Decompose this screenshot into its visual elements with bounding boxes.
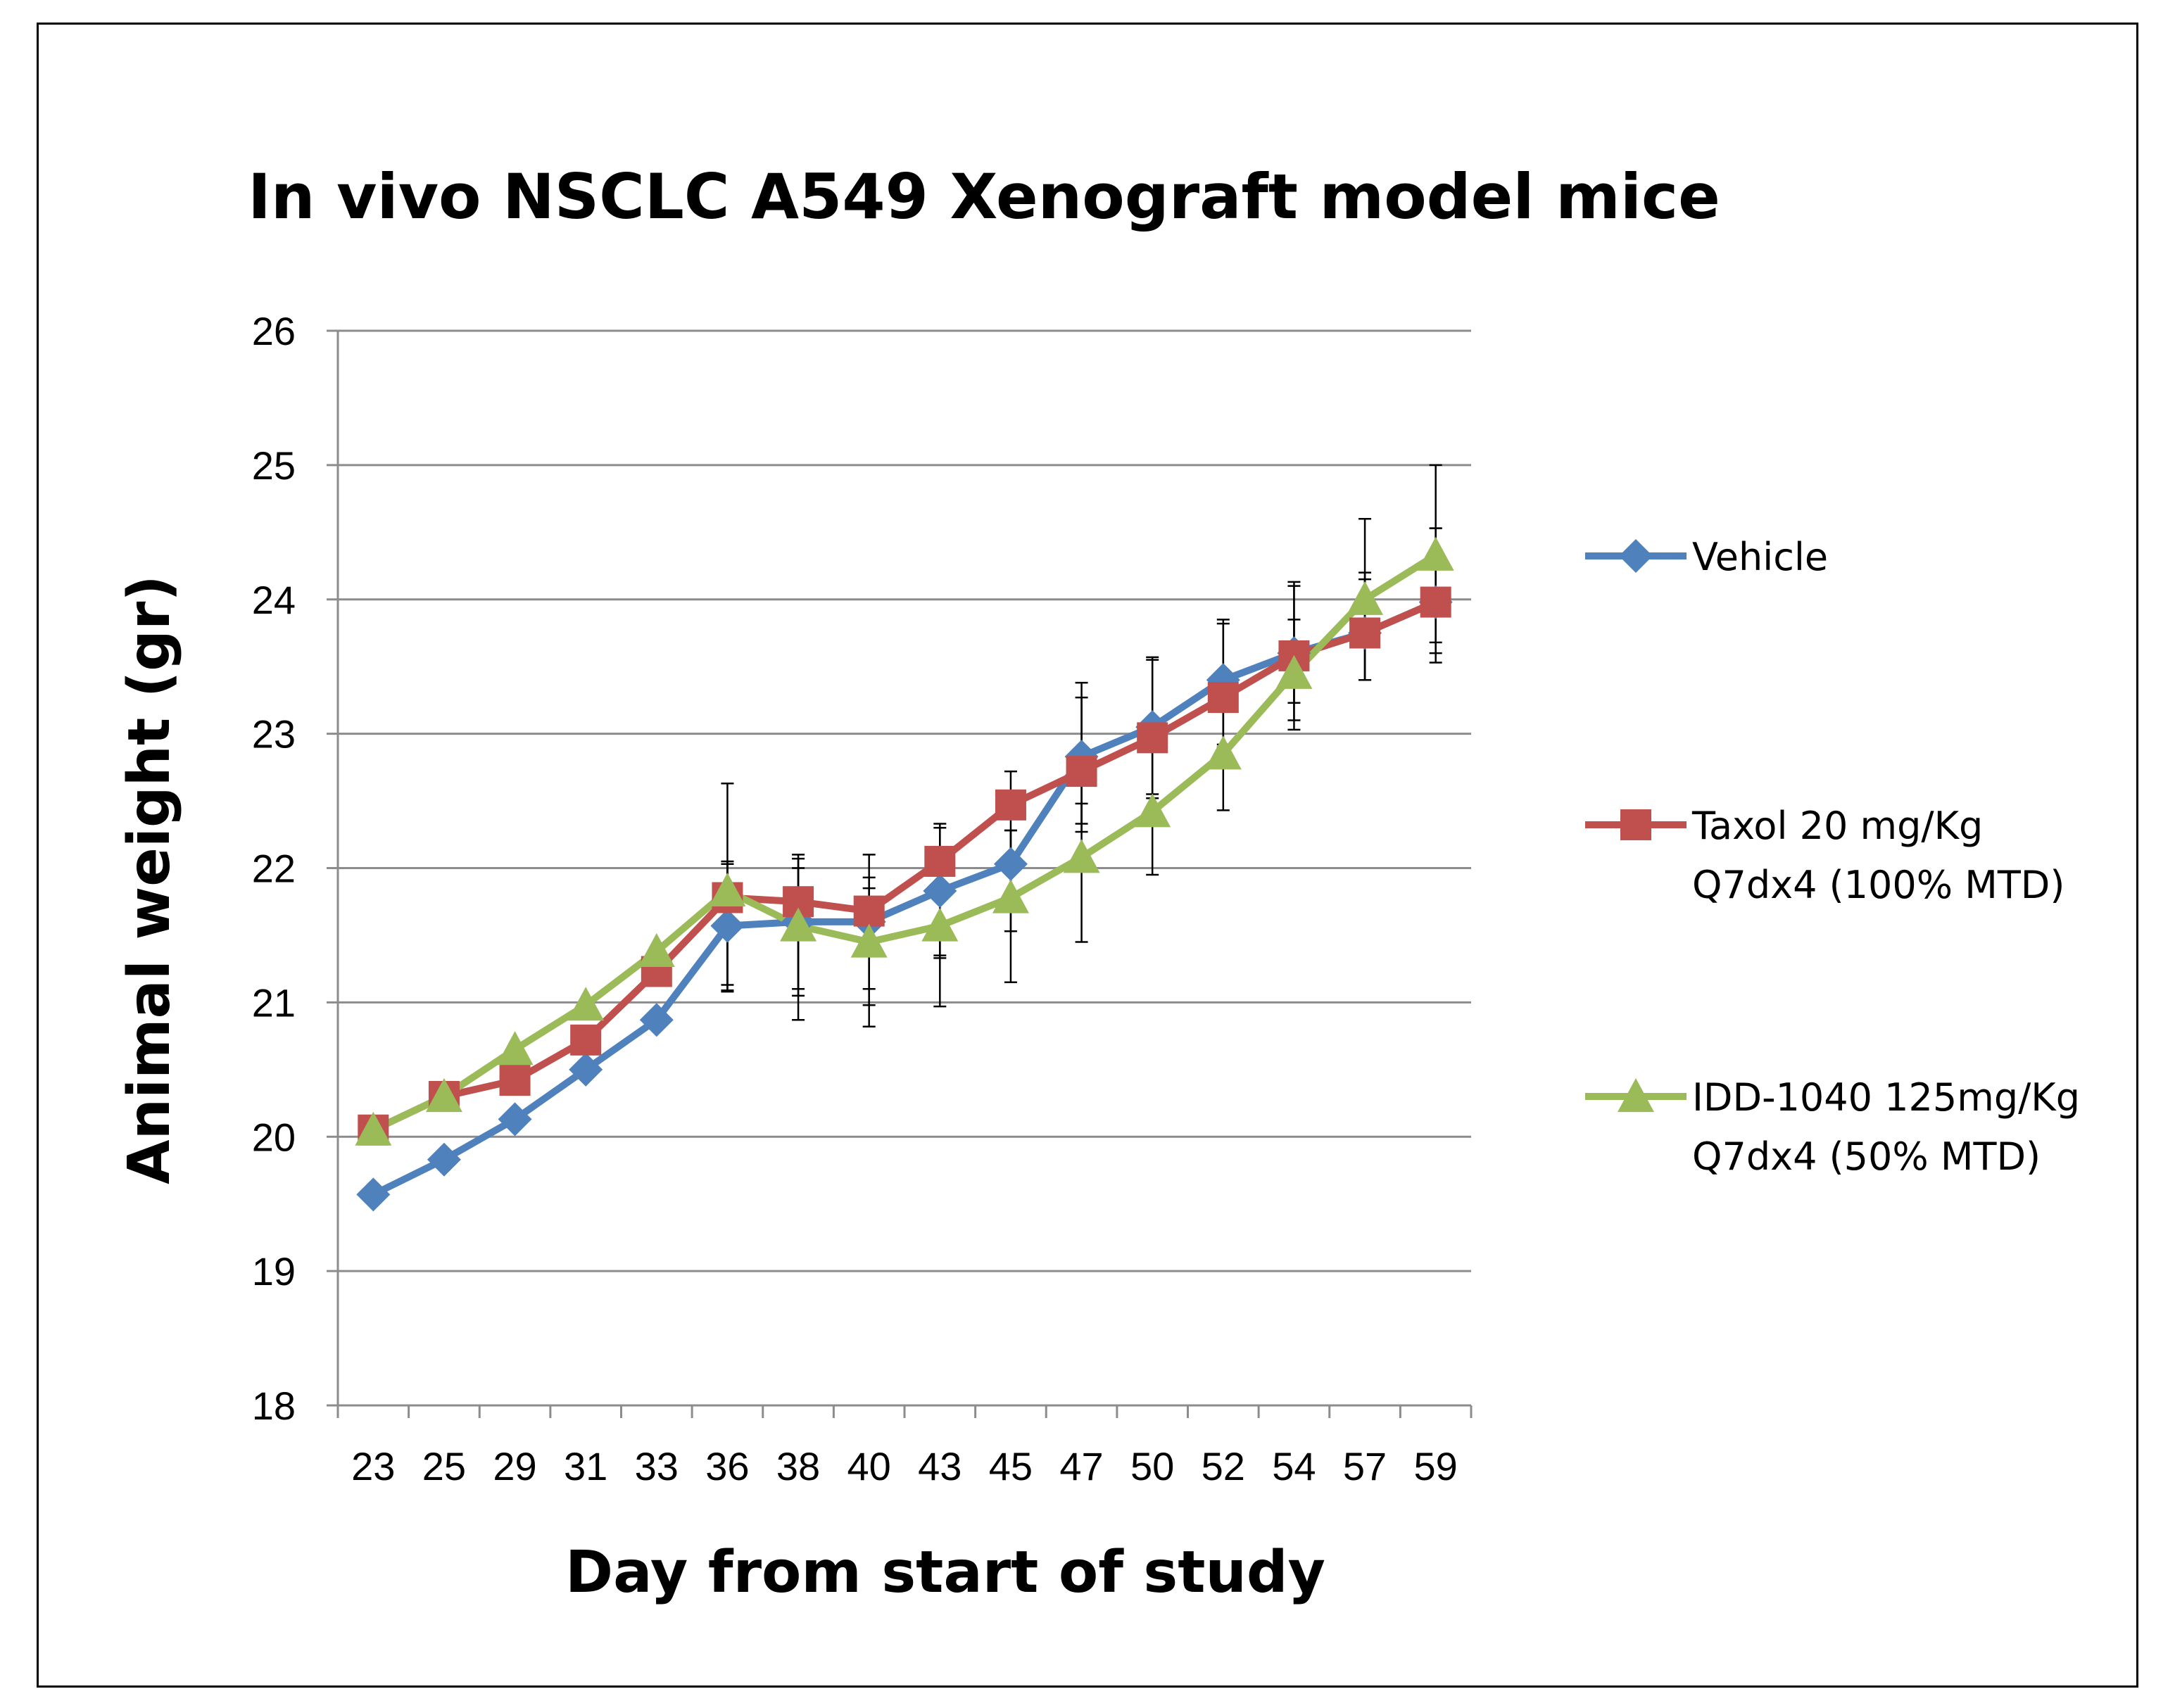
y-tick-label: 18: [252, 1384, 296, 1428]
data-point-square: [924, 845, 956, 877]
x-tick-label: 43: [918, 1444, 962, 1488]
legend-label: IDD-1040 125mg/Kg: [1692, 1075, 2080, 1120]
data-point-triangle: [992, 879, 1029, 913]
y-axis-title: Animal weight (gr): [116, 575, 183, 1184]
data-point-triangle: [355, 1111, 392, 1146]
data-point-square: [995, 789, 1026, 821]
y-tick-label: 21: [252, 980, 296, 1025]
x-tick-label: 50: [1130, 1444, 1174, 1488]
data-point-square: [499, 1065, 531, 1096]
x-tick-label: 25: [422, 1444, 466, 1488]
legend-label: Taxol 20 mg/Kg: [1691, 804, 1983, 848]
series-markers: [355, 536, 1454, 1212]
x-tick-label: 47: [1059, 1444, 1103, 1488]
y-tick-label: 20: [252, 1115, 296, 1159]
data-point-square: [853, 895, 885, 927]
y-tick-labels: 18 19 20 21 22 23 24 25 26: [252, 309, 296, 1428]
data-point-triangle: [1417, 536, 1454, 571]
data-point-triangle: [425, 1077, 462, 1113]
y-tick-label: 24: [252, 578, 296, 622]
data-point-diamond: [923, 873, 957, 908]
data-point-triangle: [567, 987, 605, 1021]
chart-title: In vivo NSCLC A549 Xenograft model mice: [248, 160, 1720, 233]
data-point-diamond: [427, 1142, 461, 1177]
data-point-triangle: [1275, 654, 1313, 689]
series-line-2: [372, 552, 1438, 1134]
y-tick-label: 23: [252, 712, 296, 757]
x-tick-label: 38: [776, 1444, 820, 1488]
axes: [327, 329, 1473, 1418]
data-point-triangle: [850, 923, 888, 958]
y-tick-label: 22: [252, 847, 296, 891]
data-point-triangle: [921, 907, 959, 942]
legend-marker-diamond: [1619, 539, 1653, 573]
series-line-1: [372, 598, 1437, 1134]
x-tick-label: 57: [1343, 1444, 1387, 1488]
data-point-square: [570, 1024, 602, 1056]
x-tick-label: 31: [564, 1444, 607, 1488]
x-tick-label: 45: [989, 1444, 1033, 1488]
data-point-diamond: [498, 1102, 532, 1137]
legend-marker-triangle: [1618, 1078, 1654, 1113]
y-tick-label: 26: [252, 309, 296, 353]
data-point-triangle: [1134, 793, 1171, 828]
data-point-square: [1066, 756, 1097, 787]
data-point-square: [1137, 722, 1168, 754]
data-point-diamond: [993, 847, 1028, 881]
legend-marker-square: [1620, 809, 1651, 840]
x-tick-label: 33: [635, 1444, 679, 1488]
data-point-triangle: [1204, 735, 1242, 770]
series-line-0: [372, 598, 1437, 1198]
legend-label: Q7dx4 (100% MTD): [1692, 863, 2064, 907]
x-tick-label: 52: [1202, 1444, 1245, 1488]
data-point-diamond: [639, 1003, 674, 1037]
gridlines: [338, 329, 1471, 1272]
data-point-triangle: [1347, 581, 1384, 615]
data-point-triangle: [780, 907, 817, 942]
data-point-triangle: [496, 1031, 534, 1065]
data-point-square: [1420, 586, 1451, 618]
x-tick-label: 40: [847, 1444, 891, 1488]
x-tick-label: 54: [1272, 1444, 1316, 1488]
x-tick-label: 36: [705, 1444, 749, 1488]
data-point-triangle: [1063, 839, 1100, 873]
data-point-triangle: [638, 932, 675, 967]
chart-frame: [37, 23, 2138, 1688]
series-lines: [372, 552, 1438, 1198]
data-point-triangle: [709, 872, 746, 907]
data-point-square: [1207, 682, 1239, 714]
legend: Vehicle Taxol 20 mg/Kg Q7dx4 (100% MTD) IDD…: [1585, 535, 2080, 1179]
x-tick-label: 29: [493, 1444, 536, 1488]
x-tick-label: 59: [1414, 1444, 1458, 1488]
y-tick-label: 25: [252, 443, 296, 488]
legend-label: Q7dx4 (50% MTD): [1692, 1134, 2041, 1179]
data-point-diamond: [569, 1052, 603, 1087]
x-tick-label: 23: [351, 1444, 395, 1488]
data-point-diamond: [356, 1177, 391, 1212]
data-point-square: [1349, 617, 1381, 649]
x-axis-title: Day from start of study: [565, 1539, 1325, 1606]
y-tick-label: 19: [252, 1249, 296, 1293]
legend-label: Vehicle: [1692, 535, 1828, 579]
data-point-diamond: [710, 909, 745, 943]
x-tick-labels: 23 25 29 31 33 36 38 40 43 45 47 50 52 54 57 59: [351, 1444, 1458, 1488]
